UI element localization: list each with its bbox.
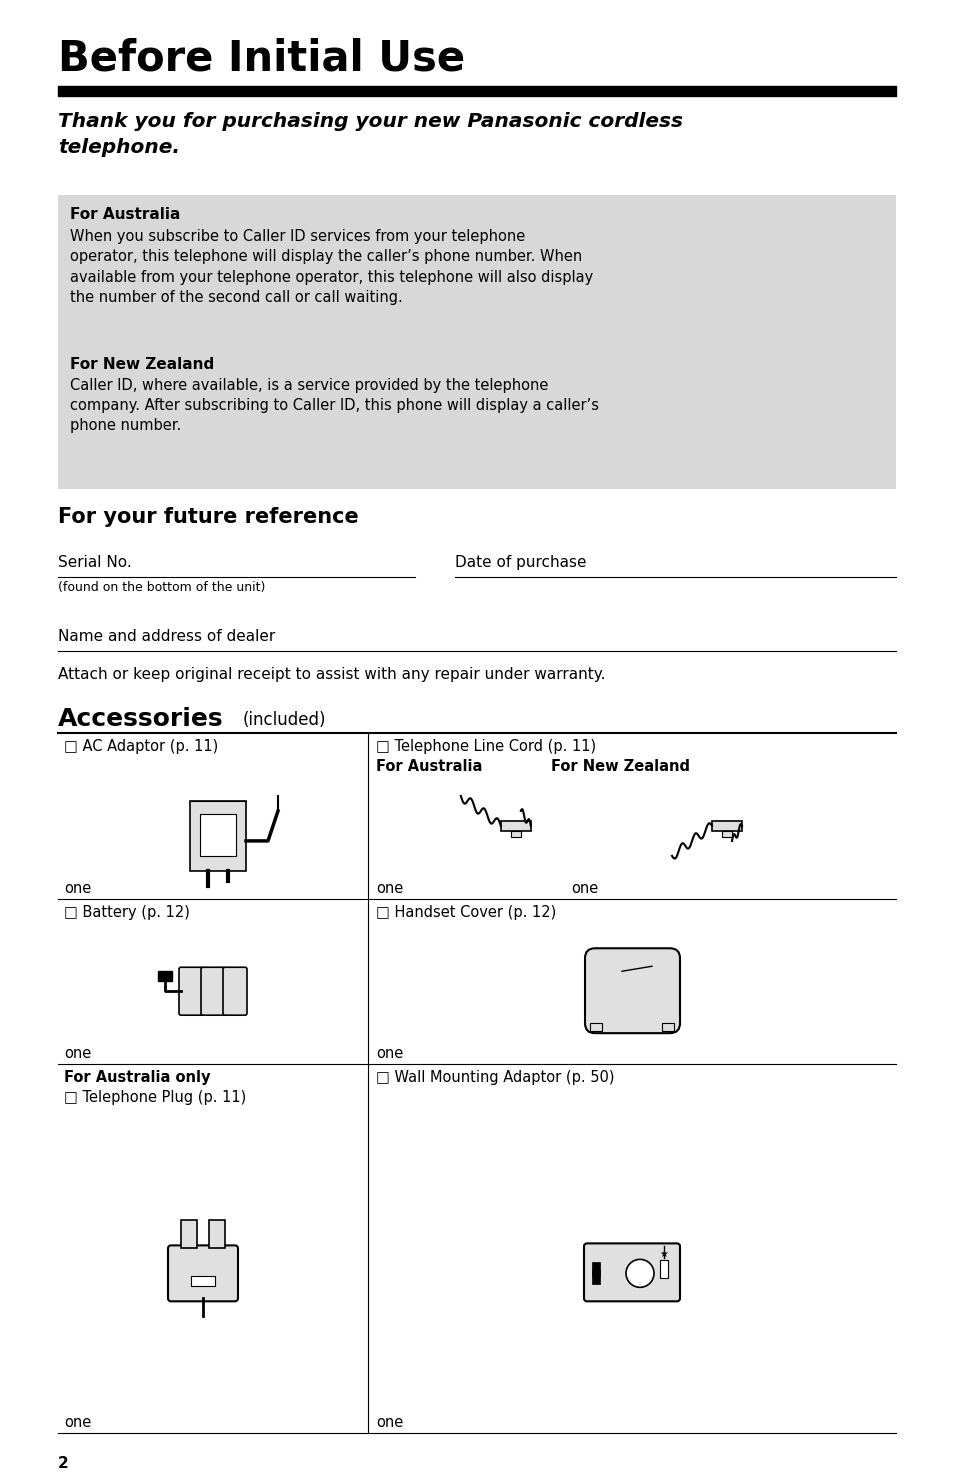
Text: □ Wall Mounting Adaptor (p. 50): □ Wall Mounting Adaptor (p. 50): [375, 1069, 614, 1084]
Bar: [181, 1220, 196, 1248]
Text: □ Telephone Plug (p. 11): □ Telephone Plug (p. 11): [64, 1090, 246, 1105]
Text: For New Zealand: For New Zealand: [70, 357, 214, 372]
FancyBboxPatch shape: [179, 968, 203, 1015]
FancyBboxPatch shape: [201, 968, 225, 1015]
Bar: [661, 1024, 673, 1031]
Bar: [510, 830, 520, 836]
Text: When you subscribe to Caller ID services from your telephone
operator, this tele: When you subscribe to Caller ID services…: [70, 229, 593, 305]
Text: one: one: [64, 881, 91, 895]
FancyBboxPatch shape: [584, 948, 679, 1032]
Text: For Australia only: For Australia only: [64, 1069, 211, 1084]
Text: one: one: [375, 1046, 403, 1061]
Text: □ Handset Cover (p. 12): □ Handset Cover (p. 12): [375, 904, 556, 920]
FancyBboxPatch shape: [168, 1245, 237, 1301]
Text: one: one: [571, 881, 598, 895]
FancyBboxPatch shape: [583, 1243, 679, 1301]
Text: For Australia: For Australia: [375, 760, 482, 774]
Bar: [209, 1220, 225, 1248]
Circle shape: [625, 1260, 654, 1288]
Bar: [659, 1260, 667, 1279]
Text: one: one: [64, 1415, 91, 1431]
Bar: [500, 822, 530, 830]
Text: □ Battery (p. 12): □ Battery (p. 12): [64, 904, 190, 920]
Text: For New Zealand: For New Zealand: [551, 760, 689, 774]
Text: (found on the bottom of the unit): (found on the bottom of the unit): [58, 581, 265, 594]
Bar: [200, 814, 235, 855]
Text: Thank you for purchasing your new Panasonic cordless: Thank you for purchasing your new Panaso…: [58, 112, 682, 131]
Bar: [191, 1276, 214, 1286]
Text: Caller ID, where available, is a service provided by the telephone
company. Afte: Caller ID, where available, is a service…: [70, 378, 598, 434]
Bar: [592, 1270, 599, 1285]
Bar: [589, 1024, 601, 1031]
Text: Before Initial Use: Before Initial Use: [58, 38, 465, 80]
Text: For your future reference: For your future reference: [58, 507, 358, 528]
Text: one: one: [375, 881, 403, 895]
Text: one: one: [64, 1046, 91, 1061]
Text: For Australia: For Australia: [70, 207, 180, 221]
Bar: [592, 1263, 599, 1276]
Text: one: one: [375, 1415, 403, 1431]
Text: Date of purchase: Date of purchase: [455, 555, 586, 571]
Text: telephone.: telephone.: [58, 137, 180, 156]
FancyBboxPatch shape: [190, 801, 246, 870]
Text: □ AC Adaptor (p. 11): □ AC Adaptor (p. 11): [64, 739, 218, 754]
Text: Attach or keep original receipt to assist with any repair under warranty.: Attach or keep original receipt to assis…: [58, 667, 605, 681]
Text: Name and address of dealer: Name and address of dealer: [58, 630, 275, 645]
Text: Serial No.: Serial No.: [58, 555, 132, 571]
Text: ★: ★: [659, 1249, 668, 1260]
Bar: [711, 822, 741, 830]
Bar: [158, 971, 172, 981]
Text: Accessories: Accessories: [58, 707, 223, 732]
Text: □ Telephone Line Cord (p. 11): □ Telephone Line Cord (p. 11): [375, 739, 596, 754]
FancyBboxPatch shape: [223, 968, 247, 1015]
Text: 2: 2: [58, 1456, 69, 1471]
Bar: [721, 830, 731, 836]
Bar: [58, 195, 895, 490]
Text: (included): (included): [243, 711, 326, 729]
